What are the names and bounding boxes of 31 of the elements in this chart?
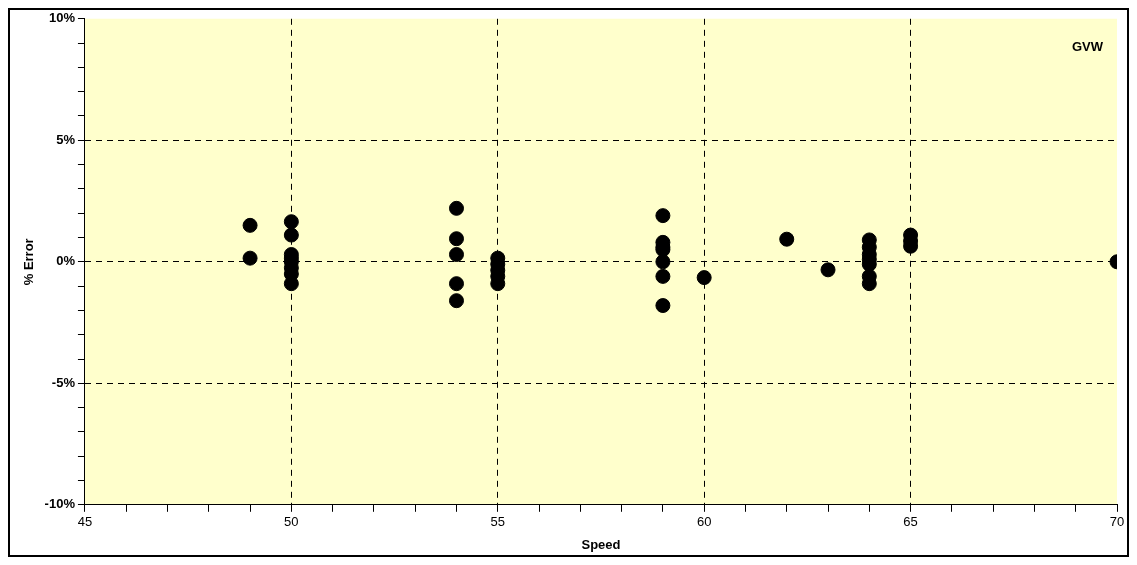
x-tick-label: 45	[77, 514, 93, 530]
point	[655, 298, 671, 314]
point	[242, 217, 258, 233]
y-tick-label: 0%	[56, 253, 76, 269]
point	[242, 250, 258, 266]
x-axis-title: Speed	[581, 536, 621, 552]
point	[448, 231, 464, 247]
point	[283, 276, 299, 292]
y-tick-label: -10%	[44, 496, 76, 512]
point	[448, 200, 464, 216]
point	[448, 276, 464, 292]
point	[448, 293, 464, 309]
y-axis-title: % Error	[21, 238, 37, 286]
point	[779, 231, 795, 247]
y-tick-label: -5%	[51, 374, 76, 390]
y-tick-label: 10%	[48, 10, 76, 26]
point	[655, 268, 671, 284]
x-tick-label: 65	[903, 514, 918, 530]
point	[448, 247, 464, 263]
point	[696, 270, 712, 286]
x-tick-label: 50	[284, 514, 299, 530]
point	[655, 254, 671, 270]
point	[820, 262, 836, 278]
annotation: GVW	[1071, 38, 1104, 54]
y-tick-label: 5%	[56, 131, 76, 147]
point	[283, 227, 299, 243]
point	[655, 208, 671, 224]
point	[283, 214, 299, 230]
x-tick-label: 55	[490, 514, 505, 530]
x-tick-label: 70	[1109, 514, 1125, 530]
x-tick-label: 60	[696, 514, 712, 530]
